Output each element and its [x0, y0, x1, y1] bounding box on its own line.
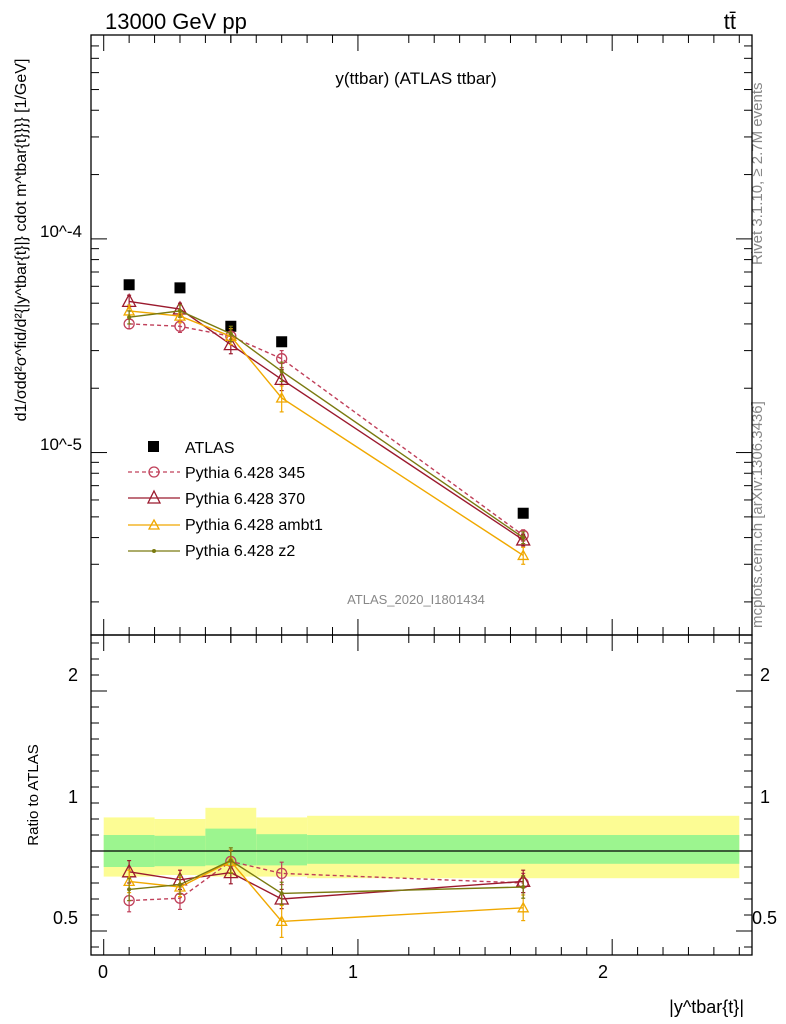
legend-label-ambt1: Pythia 6.428 ambt1 [185, 517, 323, 534]
ratio-point [127, 887, 132, 892]
main-series-4 [127, 304, 526, 545]
ratio-point [276, 867, 288, 880]
ratio-point [279, 891, 284, 896]
main-point [276, 336, 288, 348]
y-tick-label-1e-4: 10^-4 [40, 222, 82, 241]
main-point [127, 315, 132, 320]
ratio-y-tick-2-left: 2 [68, 665, 78, 685]
ratio-y-tick-2-right: 2 [760, 665, 770, 685]
chart-title: y(ttbar) (ATLAS ttbar) [335, 69, 496, 88]
main-series-2 [121, 293, 531, 547]
main-point [521, 535, 526, 540]
legend-marker-z2 [152, 549, 156, 553]
x-axis-label: |y^tbar{t}| [669, 997, 744, 1017]
main-point [517, 549, 530, 561]
main-point [228, 331, 233, 336]
ratio-point [275, 915, 288, 927]
main-point [173, 309, 187, 321]
x-tick-label-2: 2 [598, 962, 608, 982]
ratio-point [521, 885, 526, 889]
ratio-series-3 [127, 847, 526, 906]
legend-marker-370 [146, 489, 162, 504]
ratio-point [228, 858, 233, 863]
main-point [274, 371, 290, 386]
x-tick-label-1: 1 [348, 962, 358, 982]
x-tick-label-0: 0 [98, 962, 108, 982]
main-point [223, 336, 239, 351]
rivet-label: Rivet 3.1.10, ≥ 2.7M events [749, 83, 766, 266]
mcplots-label: mcplots.cern.ch [arXiv:1306.3436] [749, 401, 766, 628]
legend: ATLAS Pythia 6.428 345 Pythia 6.428 370 … [128, 440, 323, 560]
main-point [174, 282, 186, 294]
ratio-y-tick-05-right: 0.5 [752, 908, 777, 928]
main-point [515, 531, 531, 546]
main-point [177, 308, 182, 313]
main-point [279, 369, 284, 374]
legend-label-atlas: ATLAS [185, 440, 235, 457]
ratio-y-tick-1-right: 1 [760, 787, 770, 807]
legend-marker-atlas [148, 441, 159, 452]
ratio-panel-frame [90, 634, 753, 956]
ratio-y-tick-1-left: 1 [68, 787, 78, 807]
legend-label-345: Pythia 6.428 345 [185, 465, 305, 482]
legend-marker-ambt1 [147, 518, 161, 530]
legend-marker-345 [148, 466, 160, 478]
analysis-label: ATLAS_2020_I1801434 [347, 592, 485, 607]
ratio-point [517, 901, 530, 913]
y-tick-label-1e-5: 10^-5 [40, 435, 82, 454]
ratio-band-inner [256, 834, 308, 866]
main-panel [91, 35, 752, 635]
process-label: tt̄ [724, 9, 736, 34]
ratio-panel [91, 635, 752, 955]
ratio-point [223, 864, 239, 879]
main-series-0 [123, 279, 529, 519]
main-point [123, 279, 135, 291]
ratio-y-tick-05-left: 0.5 [53, 908, 78, 928]
main-point [275, 391, 288, 403]
ratio-point [177, 882, 182, 887]
legend-label-z2: Pythia 6.428 z2 [185, 543, 295, 560]
beam-label: 13000 GeV pp [105, 9, 247, 34]
main-point [517, 507, 529, 519]
legend-label-370: Pythia 6.428 370 [185, 491, 305, 508]
ratio-y-axis-label: Ratio to ATLAS [25, 744, 42, 845]
ratio-band-inner [307, 835, 740, 864]
main-y-axis-label: d1/σdd²σ^fid/d²{|y^tbar{t}|} cdot m^tbar… [13, 59, 30, 422]
